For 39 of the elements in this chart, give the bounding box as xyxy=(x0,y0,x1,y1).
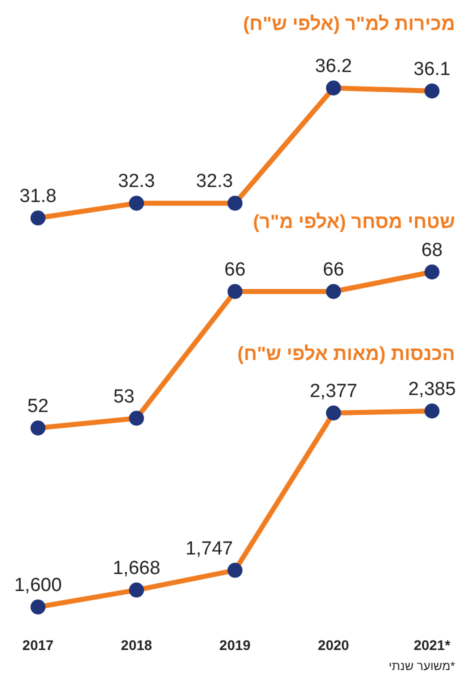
point xyxy=(326,284,341,299)
x-tick-label: 2017 xyxy=(22,637,54,653)
data-label: 52 xyxy=(27,396,49,417)
point xyxy=(129,582,144,598)
data-label: 32.3 xyxy=(118,171,155,192)
text: *משוער שנתי xyxy=(388,659,456,673)
x-tick-label: 2018 xyxy=(120,637,152,653)
data-label: 66 xyxy=(322,260,344,280)
point xyxy=(326,80,341,96)
data-label: 36.1 xyxy=(414,58,450,80)
point xyxy=(228,562,242,578)
data-label: 1,747 xyxy=(185,538,233,560)
x-tick-label: 2020 xyxy=(318,637,350,653)
chart-title: מכירות למ"ר (אלפי ש"ח) xyxy=(243,14,455,35)
data-label: 53 xyxy=(113,386,134,408)
data-label: 1,600 xyxy=(14,575,62,596)
data-label: 32.3 xyxy=(196,171,233,192)
point xyxy=(424,264,440,280)
point xyxy=(424,83,440,98)
point xyxy=(228,284,242,299)
chart-title: שטחי מסחר (אלפי מ"ר) xyxy=(253,212,455,233)
data-label: 2,385 xyxy=(408,379,456,400)
point xyxy=(326,405,341,420)
data-label: 31.8 xyxy=(20,186,56,207)
data-label: 36.2 xyxy=(315,56,352,77)
point xyxy=(30,600,46,614)
point xyxy=(129,196,144,211)
data-label: 66 xyxy=(224,260,246,280)
point xyxy=(129,410,144,426)
data-label: 2,377 xyxy=(310,380,358,402)
data-label: 1,668 xyxy=(112,558,160,580)
point xyxy=(424,404,440,418)
point xyxy=(30,210,46,226)
point xyxy=(30,420,46,436)
data-label: 68 xyxy=(421,240,443,261)
x-tick-label: 2019 xyxy=(219,637,251,653)
x-tick-label: 2021* xyxy=(414,637,451,653)
chart-title: הכנסות (מאות אלפי ש"ח) xyxy=(237,344,455,365)
point xyxy=(228,196,242,211)
